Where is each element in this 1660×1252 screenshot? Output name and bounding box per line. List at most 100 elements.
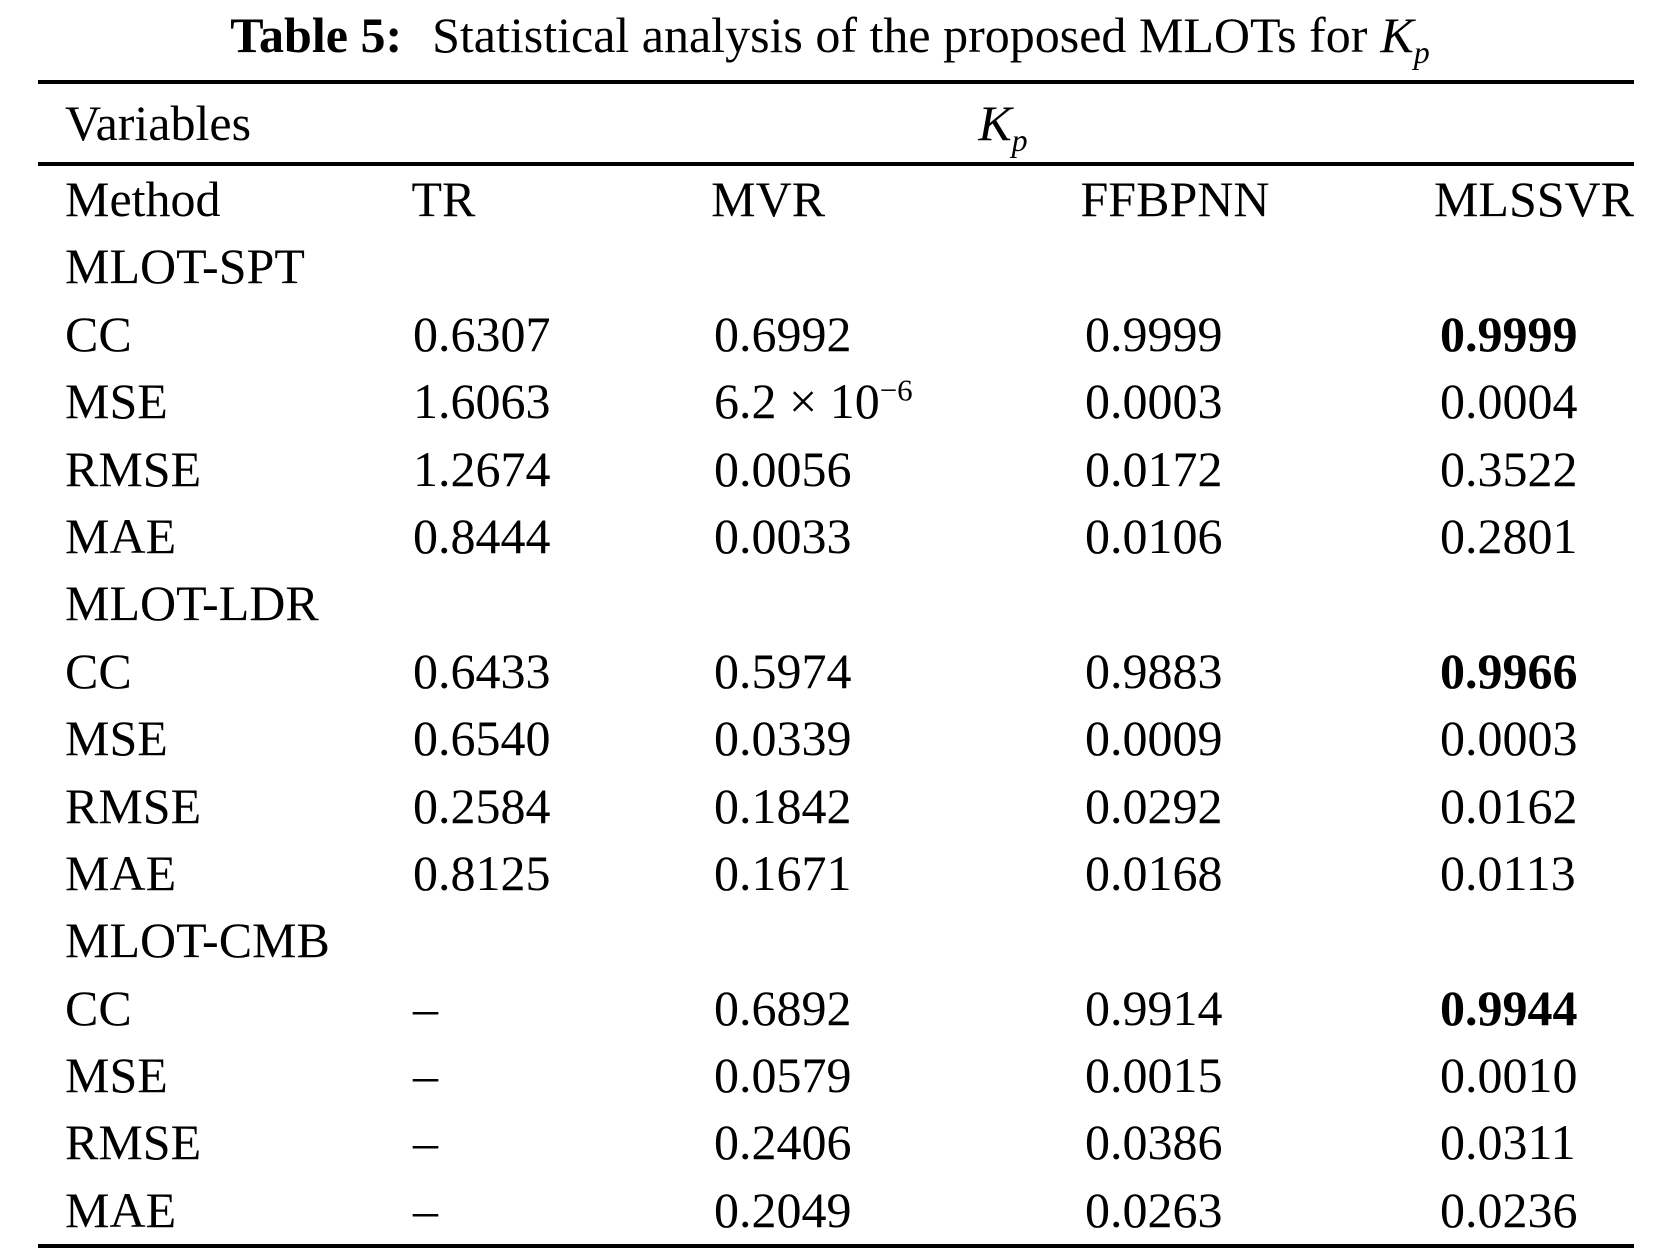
table-row-spt-cc: CC 0.6307 0.6992 0.9999 0.9999 [38,301,1634,368]
column-header-mvr: MVR [711,171,826,227]
table-body: Method TR MVR FFBPNN MLSSVR MLOT-SPT CC … [38,166,1634,1244]
cell-mvr: 0.0033 [714,507,852,564]
cell-mlssvr [1440,233,1634,300]
cell-tr: 0.8125 [413,844,551,901]
cell-tr: 0.8444 [413,507,551,564]
mid-rule [38,162,1634,166]
cell-mlssvr [1440,570,1634,637]
table-row-spt-rmse: RMSE 1.2674 0.0056 0.0172 0.3522 [38,436,1634,503]
scientific-base: 6.2 × 10 [714,373,880,430]
group-variable-symbol: K [978,95,1012,151]
cell-ffbpnn: 0.0292 [1085,777,1223,834]
cell-tr: 0.2584 [413,777,551,834]
metric-label: MSE [65,1047,168,1104]
cell-mlssvr: 0.2801 [1440,507,1578,564]
cell-mlssvr: 0.0010 [1440,1047,1578,1104]
metric-label: RMSE [65,1114,202,1171]
column-header-tr: TR [411,171,476,227]
caption-text: Statistical analysis of the proposed MLO… [432,7,1368,63]
cell-ffbpnn: 0.0263 [1085,1181,1223,1238]
metric-label: RMSE [65,440,202,497]
variable-symbol: K [1380,7,1414,63]
cell-ffbpnn: 0.9999 [1085,305,1223,362]
variables-row: Variables Kp [38,84,1634,162]
cell-mlssvr-best: 0.9944 [1440,979,1578,1036]
metric-label: MAE [65,507,177,564]
cell-tr-dash: – [413,1114,438,1171]
table-row-cmb-cc: CC – 0.6892 0.9914 0.9944 [38,975,1634,1042]
section-row-mlot-cmb: MLOT-CMB [38,907,1634,974]
cell-tr-dash: – [413,1047,438,1104]
cell-ffbpnn: 0.0106 [1085,507,1223,564]
cell-tr: 1.6063 [413,373,551,430]
cell-mlssvr: 0.0004 [1440,373,1578,430]
column-header-mlssvr: MLSSVR [1433,171,1635,227]
cell-mlssvr: 0.0162 [1440,777,1578,834]
cell-mlssvr [1440,907,1634,974]
metric-label: MAE [65,844,177,901]
cell-tr-dash: – [413,1181,438,1238]
table-row-spt-mse: MSE 1.6063 6.2 × 10−6 0.0003 0.0004 [38,368,1634,435]
cell-ffbpnn: 0.0003 [1085,373,1223,430]
cell-mvr [714,570,1085,637]
metric-label: MAE [65,1181,177,1238]
cell-mvr: 0.1842 [714,777,852,834]
cell-mlssvr: 0.0311 [1440,1114,1576,1171]
cell-mlssvr-best: 0.9999 [1440,305,1578,362]
cell-mlssvr: 0.0236 [1440,1181,1578,1238]
cell-tr: 1.2674 [413,440,551,497]
cell-mlssvr: 0.0003 [1440,710,1578,767]
table-row-cmb-mae: MAE – 0.2049 0.0263 0.0236 [38,1177,1634,1244]
column-header-method: Method [65,171,221,227]
metric-label: CC [65,979,132,1036]
table-row-spt-mae: MAE 0.8444 0.0033 0.0106 0.2801 [38,503,1634,570]
cell-mvr: 0.6892 [714,979,852,1036]
header-row: Method TR MVR FFBPNN MLSSVR [38,166,1634,233]
variable-subscript: p [1413,34,1430,70]
cell-ffbpnn: 0.0009 [1085,710,1223,767]
cell-mvr: 0.5974 [714,642,852,699]
cell-ffbpnn: 0.0015 [1085,1047,1223,1104]
column-header-ffbpnn: FFBPNN [1080,171,1270,227]
cell-mlssvr-best: 0.9966 [1440,642,1578,699]
cell-mvr: 0.6992 [714,305,852,362]
caption-variable: Kp [1380,7,1429,68]
cell-ffbpnn: 0.0168 [1085,844,1223,901]
cell-tr [413,907,714,974]
cell-mvr [714,907,1085,974]
cell-ffbpnn: 0.9883 [1085,642,1223,699]
cell-mvr: 0.0339 [714,710,852,767]
section-label: MLOT-CMB [65,912,330,969]
metric-label: RMSE [65,777,202,834]
scientific-exponent: −6 [879,372,913,408]
cell-tr: 0.6433 [413,642,551,699]
cell-tr-dash: – [413,979,438,1036]
table-row-ldr-cc: CC 0.6433 0.5974 0.9883 0.9966 [38,638,1634,705]
cell-mvr: 0.1671 [714,844,852,901]
bottom-rule [38,1244,1634,1249]
cell-tr [413,570,714,637]
table-row-ldr-mse: MSE 0.6540 0.0339 0.0009 0.0003 [38,705,1634,772]
table-row-ldr-mae: MAE 0.8125 0.1671 0.0168 0.0113 [38,840,1634,907]
cell-tr [413,233,714,300]
group-variable-subscript: p [1011,122,1028,158]
cell-mlssvr: 0.0113 [1440,844,1576,901]
metric-label: MSE [65,373,168,430]
statistics-table: Variables Kp Method TR MVR FFBPNN MLSSVR… [38,80,1634,1249]
section-row-mlot-spt: MLOT-SPT [38,233,1634,300]
caption-label: Table 5: [230,7,403,63]
cell-ffbpnn: 0.0172 [1085,440,1223,497]
cell-mvr-scientific: 6.2 × 10−6 [714,368,1085,435]
variables-label: Variables [65,95,252,151]
cell-ffbpnn: 0.0386 [1085,1114,1223,1171]
top-rule [38,80,1634,84]
cell-tr: 0.6307 [413,305,551,362]
metric-label: MSE [65,710,168,767]
cell-mvr: 0.2049 [714,1181,852,1238]
section-label: MLOT-LDR [65,575,319,632]
section-label: MLOT-SPT [65,238,305,295]
cell-ffbpnn [1085,570,1440,637]
table-caption: Table 5: Statistical analysis of the prop… [0,4,1660,68]
cell-mvr: 0.0056 [714,440,852,497]
